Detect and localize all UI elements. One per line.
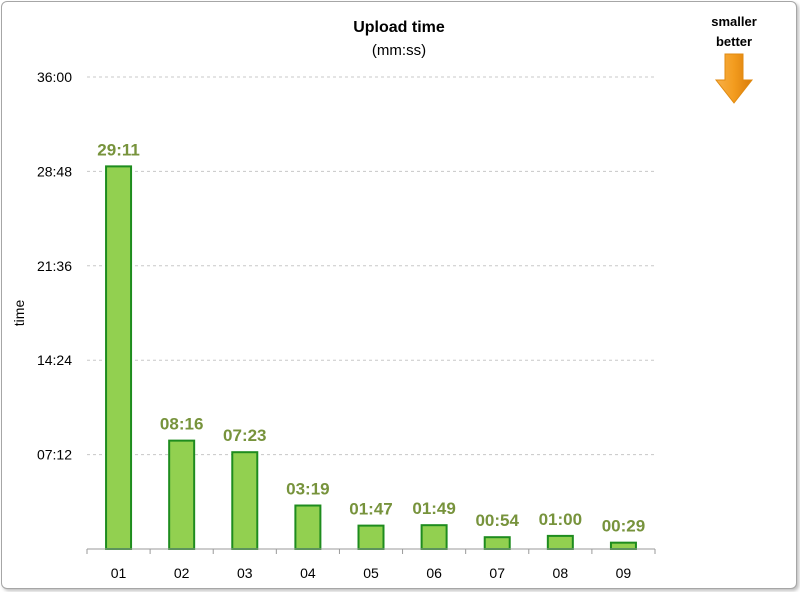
bar-01 [105,165,133,550]
data-label-05: 01:47 [349,500,392,519]
data-label-07: 00:54 [475,511,519,530]
data-label-03: 07:23 [223,426,266,445]
x-tick-label-05: 05 [363,565,379,581]
y-axis-label: time [11,300,27,327]
data-label-01: 29:11 [97,140,140,159]
bars: 29:11 08:16 07:23 03:19 01:47 01:49 00:54 01:00… [97,140,645,551]
bar-03 [231,451,259,550]
chart-title: Upload time [353,19,445,36]
y-tick-label: 14:24 [37,352,72,368]
note-line-1: smaller [711,14,757,29]
bar-02 [168,439,196,550]
bar-09 [609,541,637,551]
x-tick-label-09: 09 [616,565,632,581]
data-label-06: 01:49 [412,499,455,518]
bar-04 [294,504,322,550]
data-label-09: 00:29 [602,517,645,536]
bar-07 [483,536,511,551]
chart-subtitle: (mm:ss) [372,42,426,59]
x-tick-label-04: 04 [300,565,316,581]
y-tick-label: 21:36 [37,258,72,274]
data-label-08: 01:00 [539,510,582,529]
data-label-02: 08:16 [160,415,203,434]
x-tick-label-06: 06 [426,565,442,581]
data-label-04: 03:19 [286,480,329,499]
y-tick-label: 28:48 [37,163,72,179]
gridlines [87,76,655,456]
y-axis-ticks: 07:12 14:24 21:36 28:48 36:00 [37,69,72,463]
x-tick-label-01: 01 [111,565,127,581]
down-arrow-icon [714,53,754,104]
y-tick-label: 07:12 [37,447,72,463]
note-line-2: better [716,34,752,49]
y-tick-label: 36:00 [37,69,72,85]
bar-05 [357,524,385,551]
x-axis-ticks: 01 02 03 04 05 06 07 08 09 [86,549,656,581]
x-tick-label-07: 07 [489,565,505,581]
x-tick-label-08: 08 [553,565,569,581]
bar-08 [546,534,574,551]
bar-06 [420,524,448,550]
x-tick-label-02: 02 [174,565,190,581]
smaller-better-note: smaller better [711,14,757,104]
x-tick-label-03: 03 [237,565,253,581]
